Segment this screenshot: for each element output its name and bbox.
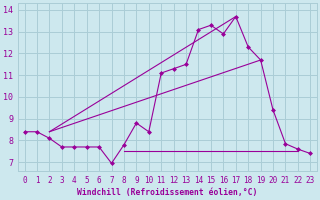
X-axis label: Windchill (Refroidissement éolien,°C): Windchill (Refroidissement éolien,°C) bbox=[77, 188, 258, 197]
